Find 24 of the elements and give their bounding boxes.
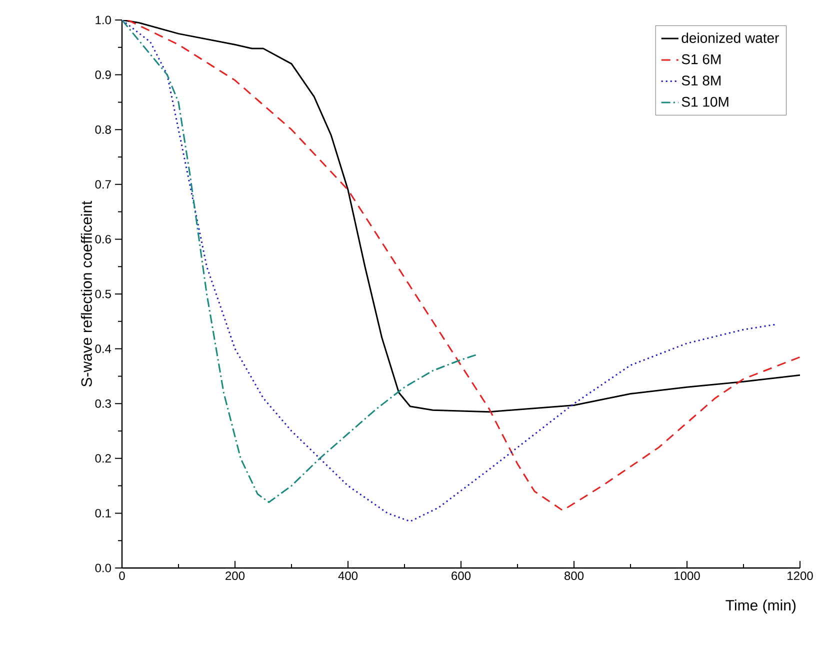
x-tick-label: 600 <box>452 572 471 580</box>
y-tick-label: 1.0 <box>96 16 112 24</box>
x-tick-label: 400 <box>338 572 358 580</box>
y-tick-label: 0.1 <box>95 508 111 518</box>
y-tick-label: 0.4 <box>95 344 112 354</box>
y-tick-label: 0.2 <box>95 454 111 463</box>
y-tick-label: 0.6 <box>95 234 111 244</box>
y-tick-label: 0.0 <box>95 564 112 572</box>
y-tick-label: 0.7 <box>95 180 111 189</box>
legend-label: S1 10M <box>682 96 728 107</box>
y-tick-label: 0.9 <box>95 70 111 80</box>
x-axis-title: Time (min) <box>726 600 796 614</box>
y-tick-label: 0.3 <box>95 399 111 408</box>
y-tick-label: 0.8 <box>95 125 111 134</box>
legend-label: S1 6M <box>682 54 720 64</box>
x-tick-label: 200 <box>226 572 245 580</box>
legend-label: S1 8M <box>682 76 720 86</box>
x-tick-label: 800 <box>564 572 584 580</box>
x-tick-label: 1200 <box>788 572 813 580</box>
legend-label: deionized water <box>682 32 779 43</box>
y-axis-title: S-wave reflection coefficeint <box>80 200 92 387</box>
y-tick-label: 0.5 <box>95 290 111 298</box>
x-tick-label: 1000 <box>674 572 700 580</box>
x-tick-label: 0 <box>119 572 125 580</box>
